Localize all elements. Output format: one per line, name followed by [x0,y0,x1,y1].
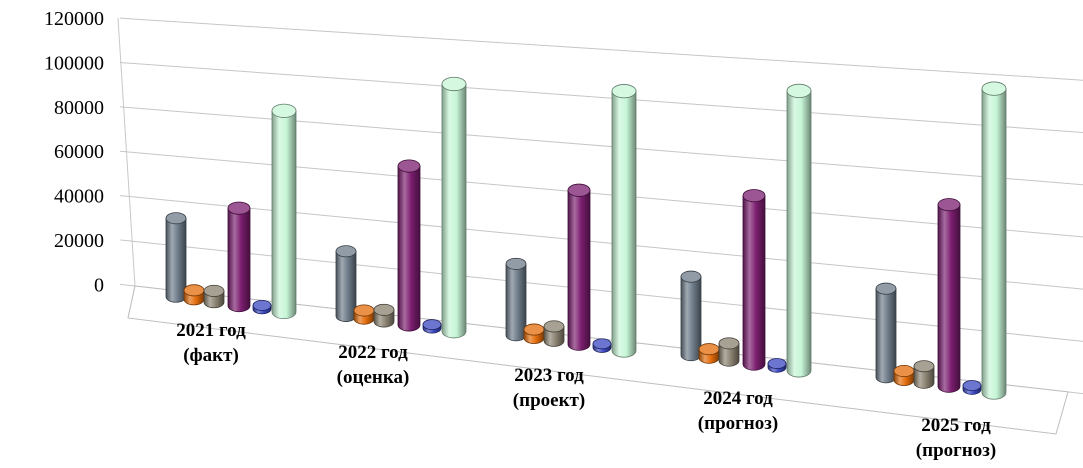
bar-4-4 [742,189,766,371]
bars [165,76,1007,400]
y-tick-label: 60000 [54,141,104,163]
bar-2-4 [698,343,720,364]
bar-1-4 [680,270,702,362]
bar-5-2 [422,319,442,334]
bar-5-3 [592,338,612,353]
bar-1-2 [335,245,357,322]
x-tick-label: (прогноз) [916,440,996,461]
bar-5-1 [252,299,272,315]
x-tick-label: 2022 год [338,342,408,363]
bar-6-5 [981,81,1007,400]
y-axis: 0 20000 40000 60000 80000 100000 120000 [44,8,104,296]
bar-2-3 [523,323,545,344]
bar-3-5 [913,360,935,389]
bar-2-1 [183,284,205,306]
x-tick-label: (оценка) [337,367,410,388]
bar-1-5 [875,282,897,384]
bar-3-4 [718,337,740,367]
x-tick-label: 2024 год [703,388,773,409]
x-tick-label: 2023 год [514,365,584,386]
x-tick-label: 2025 год [921,415,991,436]
y-tick-label: 80000 [54,97,104,119]
bar-3-3 [543,320,565,347]
bar-4-3 [567,183,591,351]
bar-1-1 [165,212,187,303]
y-tick-label: 120000 [44,8,104,30]
bar-6-1 [271,103,297,320]
gridline [119,17,1083,81]
bar-6-4 [786,83,812,378]
bar-2-2 [353,304,375,325]
y-tick-label: 0 [94,274,104,296]
bar-5-4 [767,358,787,373]
bar-1-3 [505,257,527,342]
y-tick-label: 100000 [44,52,104,74]
bar-2-5 [893,364,915,386]
x-tick-label: 2021 год [176,320,246,341]
bar-5-5 [962,380,982,395]
x-tick-label: (проект) [513,390,585,411]
bar-4-2 [397,159,421,332]
x-tick-label: (факт) [183,345,239,366]
bar-6-3 [611,84,637,358]
bar-4-1 [227,201,251,313]
x-tick-label: (прогноз) [698,413,778,434]
bar-4-5 [937,198,961,393]
bar-3-1 [203,284,225,309]
gridline [119,106,1083,186]
bar-6-2 [441,76,467,339]
x-axis: 2021 год (факт) 2022 год (оценка) 2023 год (п… [176,320,996,461]
gridline [119,61,1083,133]
bar-3-2 [373,303,395,328]
y-tick-label: 20000 [54,230,104,252]
y-tick-label: 40000 [54,186,104,208]
